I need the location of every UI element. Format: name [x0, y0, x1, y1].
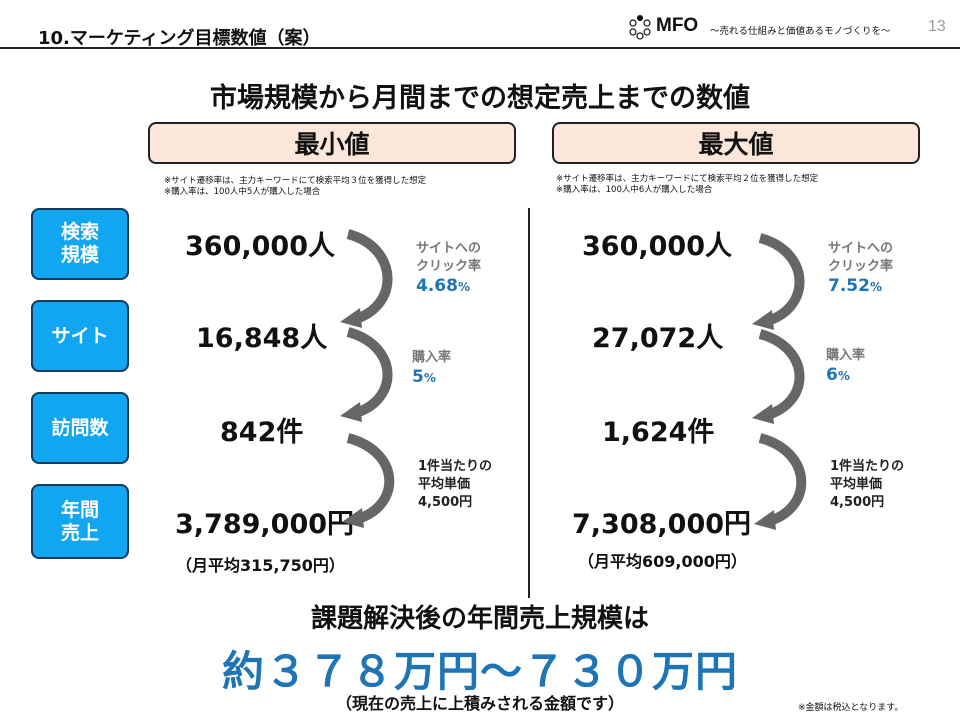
logo-dots-icon	[629, 15, 651, 40]
category-label: 訪問数	[51, 416, 109, 439]
min-unit-price-block: 1件当たりの 平均単価 4,500円	[418, 458, 492, 512]
max-note-ctr: ※サイト遷移率は、主力キーワードにて検索平均２位を獲得した想定	[556, 174, 819, 184]
main-heading: 市場規模から月間までの想定売上までの数値	[210, 83, 750, 114]
logo-tagline: 〜売れる仕組みと価値あるモノづくりを〜	[710, 26, 891, 37]
ctr-label: クリック率	[416, 259, 482, 274]
category-search-volume: 検索 規模	[31, 208, 129, 280]
min-search-volume: 360,000人	[185, 231, 335, 262]
category-label: 売上	[60, 521, 99, 544]
summary-heading: 課題解決後の年間売上規模は	[310, 604, 649, 634]
unit-price-label: 1件当たりの	[418, 459, 493, 474]
ctr-label: クリック率	[828, 259, 894, 274]
max-search-volume: 360,000人	[582, 231, 732, 262]
max-note-purchase: ※購入率は、100人中6人が購入した場合	[556, 185, 713, 195]
category-label: 検索	[60, 221, 99, 243]
purchase-label: 購入率	[412, 350, 452, 365]
min-ctr-block: サイトへの クリック率 4.68%	[416, 240, 481, 297]
column-divider	[528, 208, 530, 598]
min-purchase-value: 5%	[412, 367, 436, 387]
curved-down-arrow-icon	[752, 329, 805, 424]
max-ctr-value: 7.52%	[828, 276, 882, 296]
slide-title: 10.マーケティング目標数値（案）	[38, 28, 321, 49]
min-note-ctr: ※サイト遷移率は、主力キーワードにて検索平均３位を獲得した想定	[164, 176, 427, 186]
curved-down-arrow-icon	[340, 327, 393, 422]
summary-subtext: （現在の売上に上積みされる金額です）	[335, 694, 624, 713]
curved-down-arrow-icon	[754, 433, 807, 530]
min-monthly-average: （月平均315,750円）	[176, 556, 345, 575]
min-unit-price-value: 4,500円	[418, 495, 473, 510]
category-label: 年間	[60, 498, 99, 521]
ctr-label: サイトへの	[828, 241, 894, 256]
min-ctr-value: 4.68%	[416, 276, 470, 296]
max-ctr-block: サイトへの クリック率 7.52%	[828, 240, 893, 297]
max-column-label: 最大値	[552, 122, 920, 164]
curved-down-arrow-icon	[340, 229, 393, 328]
max-visits: 1,624件	[602, 417, 715, 448]
min-note-purchase: ※購入率は、100人中5人が購入した場合	[164, 187, 321, 197]
header-divider	[0, 47, 960, 49]
ctr-label: サイトへの	[416, 241, 482, 256]
category-label: 規模	[60, 244, 99, 266]
purchase-label: 購入率	[826, 348, 866, 363]
tax-footnote: ※金額は税込となります。	[798, 703, 904, 713]
max-purchase-value: 6%	[826, 365, 850, 385]
max-unit-price-block: 1件当たりの 平均単価 4,500円	[830, 458, 904, 512]
unit-price-label: 1件当たりの	[830, 459, 905, 474]
max-annual-sales: 7,308,000円	[572, 509, 752, 540]
max-site-visitors: 27,072人	[592, 323, 724, 354]
max-monthly-average: （月平均609,000円）	[578, 552, 747, 571]
min-site-visitors: 16,848人	[196, 323, 328, 354]
page-number: 13	[928, 18, 946, 35]
curved-down-arrow-icon	[752, 233, 805, 330]
min-column-label: 最小値	[148, 122, 516, 164]
category-visits: 訪問数	[31, 392, 129, 464]
max-unit-price-value: 4,500円	[830, 495, 885, 510]
category-label: サイト	[51, 324, 109, 347]
max-purchase-block: 購入率 6%	[826, 347, 865, 386]
category-site: サイト	[31, 300, 129, 372]
logo-text: MFO	[656, 15, 699, 36]
category-annual-sales: 年間 売上	[31, 484, 129, 559]
min-annual-sales: 3,789,000円	[175, 509, 355, 540]
unit-price-label: 平均単価	[418, 477, 471, 492]
curved-down-arrow-icon	[342, 433, 395, 528]
unit-price-label: 平均単価	[830, 477, 883, 492]
min-visits: 842件	[220, 417, 304, 448]
summary-range: 約３７８万円〜７３０万円	[221, 647, 738, 696]
min-purchase-block: 購入率 5%	[412, 349, 451, 388]
